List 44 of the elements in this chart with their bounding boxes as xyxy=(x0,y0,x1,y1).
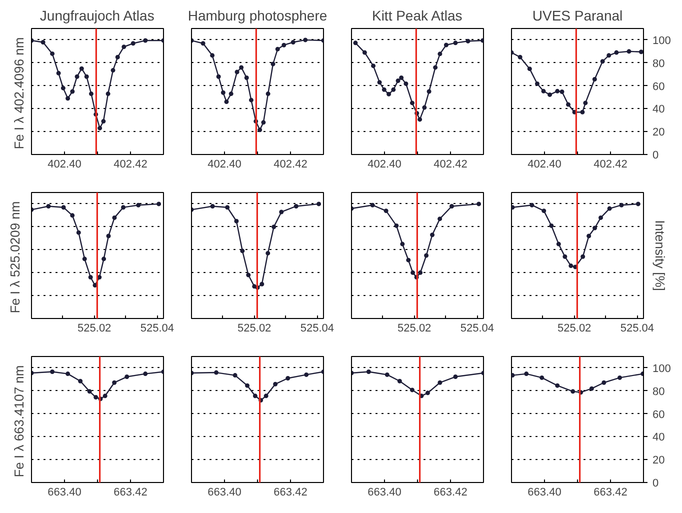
chart-title: Kitt Peak Atlas xyxy=(372,8,462,24)
x-tick-label: 402.40 xyxy=(368,158,402,170)
y-tick-label: 40 xyxy=(652,432,665,444)
y-tick-label: 0 xyxy=(652,150,659,162)
x-tick-label: 525.04 xyxy=(300,322,334,334)
x-tick-label: 663.42 xyxy=(434,486,468,498)
x-tick-label: 525.04 xyxy=(140,322,174,334)
y-tick-label: 60 xyxy=(652,408,665,421)
x-tick-label: 402.42 xyxy=(274,158,308,170)
x-tick-label: 525.02 xyxy=(398,322,432,334)
x-tick-label: 663.40 xyxy=(48,486,82,498)
x-tick-label: 525.02 xyxy=(78,322,112,334)
y-tick-label: 20 xyxy=(652,454,665,467)
x-tick-label: 402.42 xyxy=(594,158,628,170)
x-tick-label: 663.42 xyxy=(114,486,148,498)
x-tick-label: 525.02 xyxy=(238,322,272,334)
x-tick-label: 402.40 xyxy=(48,158,82,170)
y-tick-label: 0 xyxy=(652,478,659,490)
y-tick-label: 100 xyxy=(652,362,671,375)
y-tick-label: 60 xyxy=(652,80,665,93)
y-axis-title: Fe I λ 402.4096 nm xyxy=(12,37,26,150)
x-tick-label: 402.40 xyxy=(528,158,562,170)
chart-title: Jungfraujoch Atlas xyxy=(40,8,154,24)
x-tick-label: 525.02 xyxy=(558,322,592,334)
y-tick-label: 100 xyxy=(652,34,671,47)
x-tick-label: 663.42 xyxy=(594,486,628,498)
x-tick-label: 663.40 xyxy=(528,486,562,498)
x-tick-label: 402.42 xyxy=(114,158,148,170)
y-tick-label: 80 xyxy=(652,386,665,398)
x-tick-label: 663.40 xyxy=(208,486,242,498)
y-axis-title: Fe I λ 525.0209 nm xyxy=(8,201,22,314)
y-tick-label: 40 xyxy=(652,104,665,116)
x-tick-label: 402.42 xyxy=(434,158,468,170)
x-tick-label: 525.04 xyxy=(620,322,654,334)
y-tick-label: 80 xyxy=(652,58,665,70)
x-tick-label: 663.42 xyxy=(274,486,308,498)
chart-title: UVES Paranal xyxy=(532,8,623,24)
chart-title: Hamburg photosphere xyxy=(188,8,328,24)
y-axis-title: Fe I λ 663.4107 nm xyxy=(12,365,26,478)
x-tick-label: 525.04 xyxy=(460,322,494,334)
x-tick-label: 402.40 xyxy=(208,158,242,170)
y-tick-label: 20 xyxy=(652,126,665,139)
x-tick-label: 663.40 xyxy=(368,486,402,498)
y-axis-title: Intensity [%] xyxy=(652,220,668,291)
